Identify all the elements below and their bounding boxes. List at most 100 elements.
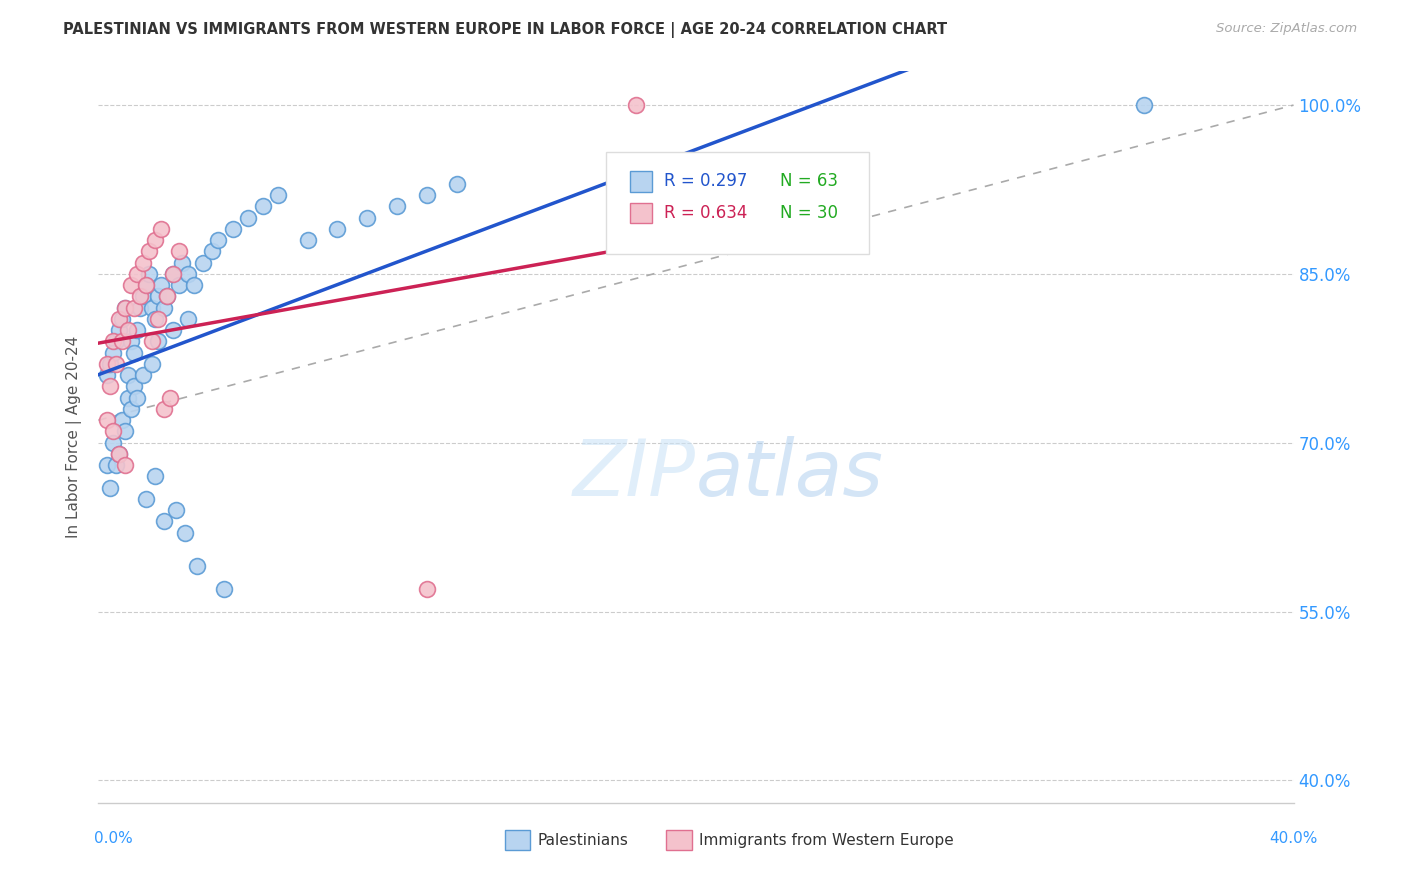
Text: N = 63: N = 63 [780,172,838,190]
Point [105,458,128,473]
Point [117,368,139,383]
Point [108,323,131,337]
Point [143,312,166,326]
Bar [630,171,652,192]
Point [222,222,245,236]
Point [148,289,170,303]
Point [96,368,118,383]
Point [111,334,134,349]
Point [153,301,176,315]
Point [186,559,208,574]
Point [108,447,131,461]
Point [108,312,131,326]
Point [114,458,136,473]
Point [156,289,179,303]
FancyBboxPatch shape [606,152,869,254]
Point [111,413,134,427]
Point [167,278,190,293]
Point [236,211,259,225]
Point [141,301,163,315]
Point [159,391,181,405]
Point [98,379,122,393]
Point [103,345,125,359]
Point [326,222,349,236]
Point [416,188,439,202]
Point [1133,98,1156,112]
Point [127,391,149,405]
Text: atlas: atlas [696,435,884,512]
Point [385,199,409,213]
Point [267,188,290,202]
Text: R = 0.297: R = 0.297 [664,172,747,190]
Point [446,177,468,191]
Point [148,312,170,326]
Point [167,244,190,259]
Point [98,357,122,371]
Point [162,267,184,281]
Point [103,425,125,439]
Point [141,357,163,371]
Point [165,503,187,517]
Text: N = 30: N = 30 [780,203,838,221]
Point [138,244,160,259]
Point [132,289,155,303]
Point [138,267,160,281]
Point [96,413,118,427]
Point [124,345,146,359]
Point [148,334,170,349]
Text: 40.0%: 40.0% [1270,831,1317,846]
Text: Source: ZipAtlas.com: Source: ZipAtlas.com [1216,22,1357,36]
Text: Immigrants from Western Europe: Immigrants from Western Europe [699,833,953,847]
Point [174,525,197,540]
Point [191,255,214,269]
Point [96,458,118,473]
Point [356,211,378,225]
Point [150,222,173,236]
Point [297,233,319,247]
Point [120,278,142,293]
Point [132,255,155,269]
Point [153,401,176,416]
Point [141,334,163,349]
Point [150,278,173,293]
Point [162,323,184,337]
Point [143,233,166,247]
Point [143,469,166,483]
Y-axis label: In Labor Force | Age 20-24: In Labor Force | Age 20-24 [66,336,83,538]
Point [156,289,179,303]
Text: PALESTINIAN VS IMMIGRANTS FROM WESTERN EUROPE IN LABOR FORCE | AGE 20-24 CORRELA: PALESTINIAN VS IMMIGRANTS FROM WESTERN E… [63,22,948,38]
Point [103,435,125,450]
Point [124,301,146,315]
Point [212,582,235,596]
Text: ZIP: ZIP [574,435,696,512]
Point [111,312,134,326]
Bar [630,202,652,224]
Point [117,391,139,405]
Point [252,199,274,213]
Point [172,255,194,269]
Point [96,357,118,371]
Point [105,357,128,371]
Point [120,334,142,349]
Point [124,379,146,393]
Point [201,244,224,259]
Point [117,323,139,337]
Point [127,267,149,281]
Point [120,401,142,416]
Point [129,301,152,315]
Point [105,334,128,349]
Text: Palestinians: Palestinians [537,833,628,847]
Point [183,278,205,293]
Point [207,233,229,247]
Point [416,582,439,596]
Point [177,267,200,281]
Point [177,312,200,326]
Point [127,323,149,337]
Point [98,481,122,495]
Point [135,278,157,293]
Text: R = 0.634: R = 0.634 [664,203,747,221]
Point [135,278,157,293]
Point [114,301,136,315]
Point [114,301,136,315]
Point [114,425,136,439]
